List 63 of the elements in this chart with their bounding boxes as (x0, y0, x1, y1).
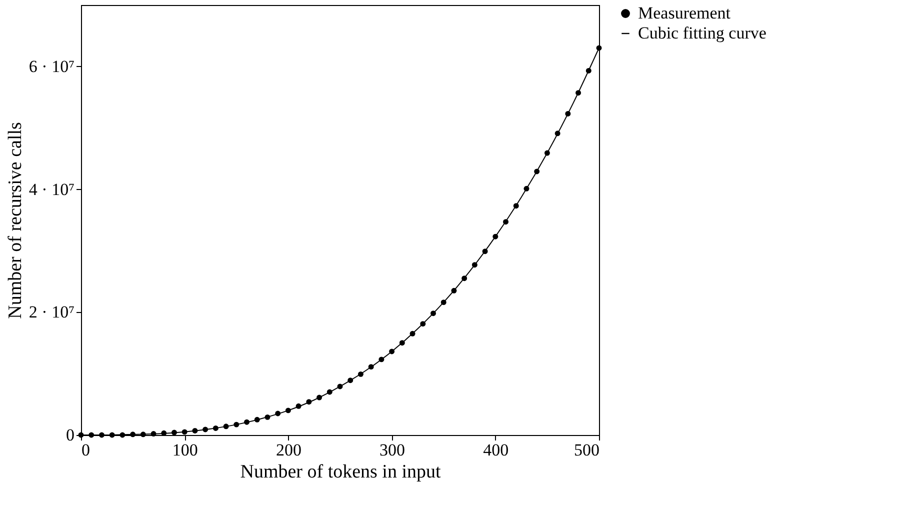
point (544, 150, 550, 156)
point (576, 90, 582, 96)
point (306, 399, 312, 405)
x-axis-title: Number of tokens in input (240, 462, 442, 482)
point (565, 110, 571, 116)
point (451, 288, 457, 294)
point (254, 416, 260, 422)
point (399, 340, 405, 346)
point (492, 234, 498, 240)
point (120, 432, 126, 438)
point (389, 348, 395, 354)
point (337, 384, 343, 390)
point (524, 186, 530, 192)
y-axis-title: Number of recursive calls (4, 122, 26, 319)
point (130, 432, 136, 438)
point (109, 432, 115, 438)
point (140, 432, 146, 438)
point (554, 130, 560, 136)
point (212, 426, 218, 431)
legend-label: Cubic fitting curve (638, 24, 766, 42)
x-tick-label: 200 (276, 440, 302, 460)
point (88, 432, 94, 438)
point (326, 389, 332, 395)
x-tick-label: 0 (82, 440, 90, 460)
point (503, 219, 508, 225)
point (296, 403, 302, 409)
point (482, 248, 488, 254)
point (440, 300, 446, 306)
y-tick-label: 6 · 10⁷ (28, 56, 75, 76)
point (348, 378, 354, 384)
point (202, 426, 208, 432)
point (244, 419, 250, 425)
point (182, 429, 188, 435)
point (410, 330, 416, 336)
point (596, 45, 602, 51)
point (285, 408, 291, 414)
y-tick-label: 0 (66, 426, 74, 444)
x-tick-label: 100 (172, 440, 198, 460)
point (98, 432, 104, 438)
point (234, 422, 240, 428)
y-tick-label: 2 · 10⁷ (28, 302, 75, 322)
point (430, 310, 436, 316)
point (264, 414, 270, 420)
point (275, 410, 281, 416)
point (172, 430, 177, 436)
point (513, 203, 519, 209)
point (586, 68, 592, 74)
point (368, 364, 374, 370)
point (316, 394, 322, 400)
point (378, 356, 384, 362)
x-tick-label: 300 (380, 440, 406, 460)
point (358, 371, 364, 377)
legend-label: Measurement (638, 4, 731, 22)
point (534, 168, 540, 174)
point (223, 424, 229, 430)
y-tick-label: 4 · 10⁷ (28, 180, 75, 199)
point (462, 276, 468, 282)
point (150, 431, 156, 437)
point (420, 321, 426, 327)
point (192, 428, 198, 434)
x-tick-label: 500 (574, 440, 600, 460)
x-tick-label: 400 (483, 440, 509, 460)
point (472, 262, 478, 268)
